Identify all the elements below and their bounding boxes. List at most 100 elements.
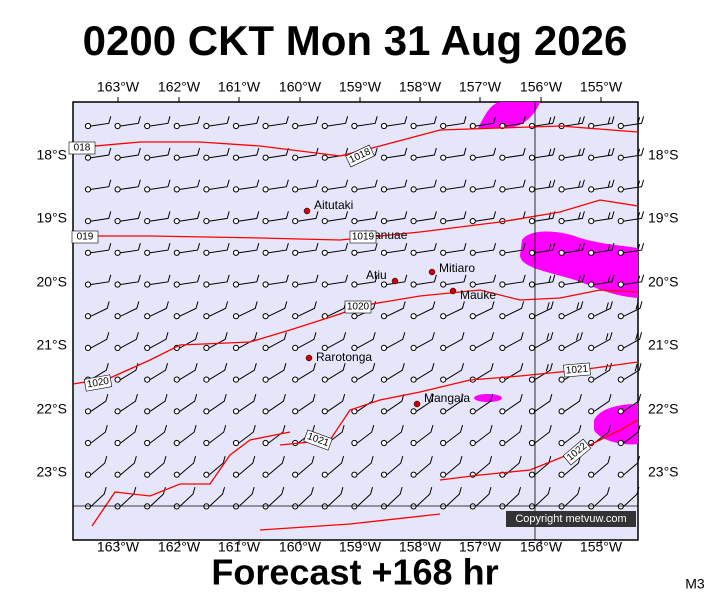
barb-station: [469, 408, 476, 415]
wind-barb: [120, 147, 141, 159]
wind-barb: [446, 179, 467, 190]
wind-barb: [623, 211, 645, 222]
barb-station: [528, 439, 536, 447]
barb-station: [114, 439, 121, 447]
barb-station: [558, 249, 565, 256]
wind-barb: [209, 116, 230, 127]
wind-barb: [594, 116, 615, 127]
wind-barb: [445, 363, 465, 381]
barb-station: [262, 218, 269, 225]
barb-station: [232, 122, 240, 130]
barb-station: [262, 408, 269, 415]
barb-station: [499, 439, 506, 447]
barb-station: [203, 122, 210, 130]
x-tick-label: 156°W: [520, 79, 563, 95]
wind-barb: [209, 301, 229, 317]
wind-barb: [416, 424, 434, 444]
wind-barb: [327, 274, 349, 285]
wind-barb: [268, 116, 289, 127]
barb-station: [114, 186, 121, 193]
model-label: M3: [685, 576, 705, 592]
barb-station: [469, 313, 476, 320]
wind-barb: [209, 274, 230, 285]
wind-barb: [594, 274, 615, 285]
barb-station: [173, 186, 180, 193]
wind-barb: [534, 179, 556, 190]
barb-station: [380, 122, 388, 130]
x-tick-label: 159°W: [339, 539, 382, 555]
barb-station: [262, 186, 269, 193]
barb-station: [528, 154, 536, 161]
wind-barb: [505, 116, 526, 127]
wind-barb: [268, 455, 285, 476]
barb-station: [351, 218, 358, 225]
barb-station: [262, 154, 269, 161]
wind-barb: [534, 301, 554, 317]
barb-station: [528, 408, 536, 415]
wind-barb: [90, 455, 108, 476]
barb-station: [144, 471, 151, 478]
wind-barb: [238, 211, 260, 222]
x-tick-label: 159°W: [339, 79, 382, 95]
wind-barb: [268, 301, 288, 317]
y-tick-label: 22°S: [36, 401, 67, 417]
place-name: Aitutaki: [314, 198, 353, 212]
barb-station: [351, 344, 358, 351]
barb-station: [321, 218, 328, 225]
barb-station: [380, 344, 388, 351]
barb-station: [380, 249, 388, 256]
wind-barb: [475, 301, 495, 317]
wind-barb: [534, 393, 553, 412]
barb-station: [410, 122, 417, 130]
wind-barb: [179, 242, 201, 254]
wind-barb: [238, 179, 260, 190]
wind-barb: [416, 274, 437, 285]
wind-barb: [505, 393, 523, 412]
wind-barb: [238, 301, 258, 317]
precip-area: [474, 394, 502, 402]
wind-barb: [149, 301, 169, 317]
barb-station: [617, 313, 624, 320]
barb-station: [84, 122, 92, 130]
wind-barb: [623, 424, 641, 444]
barb-station: [84, 281, 92, 288]
barb-station: [469, 218, 476, 225]
wind-barb: [416, 486, 433, 507]
wind-barb: [90, 274, 112, 285]
barb-station: [84, 186, 92, 193]
wind-barb: [357, 332, 376, 349]
wind-barb: [445, 301, 465, 317]
barb-station: [469, 439, 476, 447]
x-tick-label: 163°W: [97, 79, 140, 95]
x-tick-label: 160°W: [279, 539, 322, 555]
barb-station: [617, 408, 624, 415]
wind-barb: [150, 179, 171, 190]
wind-barb: [268, 179, 289, 190]
barb-station: [588, 281, 595, 288]
barb-station: [321, 249, 328, 256]
isobar-label-text: 1019: [352, 232, 375, 243]
wind-barb: [90, 486, 107, 507]
wind-barbs: [84, 116, 645, 510]
barb-station: [440, 344, 447, 351]
wind-barb: [386, 211, 408, 222]
wind-barb: [386, 116, 408, 127]
wind-barb: [149, 332, 169, 349]
barb-station: [144, 408, 151, 415]
x-tick-label: 160°W: [279, 79, 322, 95]
copyright: Copyright metvuw.com: [515, 513, 626, 525]
wind-barb: [594, 211, 615, 222]
barb-station: [617, 154, 624, 161]
barb-station: [321, 186, 328, 193]
wind-barb: [446, 116, 467, 127]
wind-barb: [327, 332, 347, 349]
wind-barb: [327, 242, 349, 254]
wind-barb: [120, 301, 140, 317]
wind-barb: [209, 147, 230, 159]
wind-barb: [564, 179, 585, 190]
barb-station: [588, 376, 595, 383]
x-tick-label: 155°W: [580, 539, 623, 555]
barb-station: [232, 249, 240, 256]
barb-station: [173, 439, 180, 447]
wind-barb: [179, 486, 196, 507]
